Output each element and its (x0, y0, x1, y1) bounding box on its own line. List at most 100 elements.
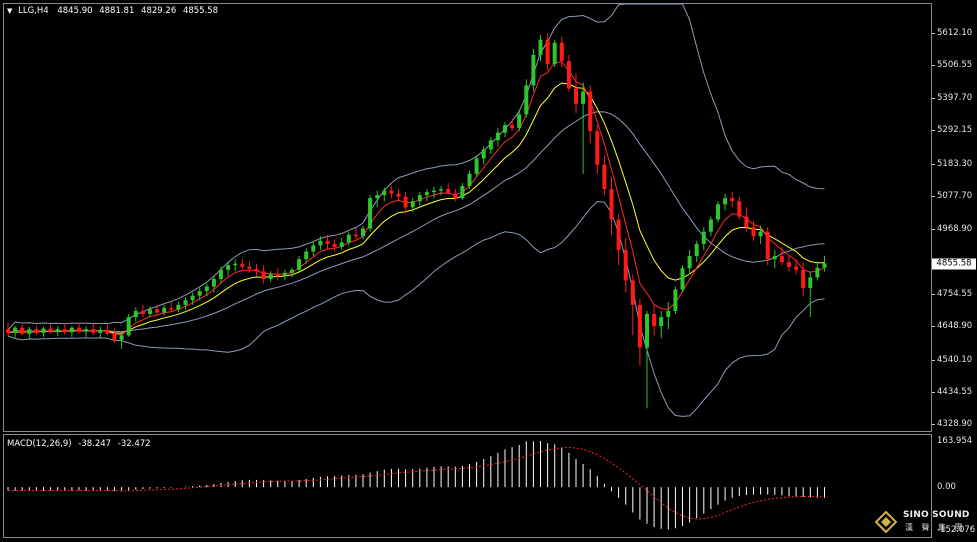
candle-body (162, 307, 167, 313)
macd-label: MACD(12,26,9) -38.247 -32.472 (7, 439, 155, 449)
candle-body (453, 193, 458, 199)
candle-body (368, 198, 373, 229)
price-tick-mark (932, 33, 935, 34)
price-axis[interactable]: 5612.10 5506.55 5397.70 5292.15 5183.30 5077.… (932, 3, 977, 432)
candle-body (659, 317, 664, 327)
sino-sound-logo: SINO SOUND 漢 聲 集 團 (875, 509, 975, 539)
candle-body (304, 251, 309, 260)
candle-body (517, 114, 522, 129)
price-tick-mark (932, 228, 935, 230)
candle-body (389, 190, 394, 194)
symbol-timeframe: LLG,H4 (18, 6, 49, 16)
candle-body (460, 185, 465, 199)
candle-body (84, 329, 89, 332)
price-tick-label: 5506.55 (937, 60, 973, 71)
candle-body (77, 327, 81, 332)
candle-body (261, 271, 266, 279)
candle-body (708, 219, 713, 232)
candle-body (282, 272, 287, 276)
candle-body (538, 39, 543, 55)
ohlc-low: 4829.26 (141, 6, 177, 16)
price-tick-mark (932, 98, 935, 100)
candle-body (495, 132, 500, 141)
price-tick-label: 5397.70 (937, 93, 973, 104)
candle-body (730, 198, 735, 202)
fast-moving-average-line (7, 61, 825, 336)
candle-body (204, 286, 209, 292)
candle-body (652, 313, 657, 327)
candle-body (794, 266, 799, 270)
candle-body (524, 85, 529, 115)
candle-body (588, 91, 593, 132)
candle-body (148, 309, 152, 314)
candle-body (290, 269, 294, 273)
bollinger-lower-line (7, 200, 825, 417)
price-tick-label: 4648.90 (937, 321, 973, 332)
candle-body (616, 219, 621, 250)
candle-body (41, 328, 46, 333)
price-chart-pane[interactable] (3, 3, 932, 432)
candle-body (346, 234, 351, 243)
candle-body (581, 91, 586, 104)
price-tick-label: 5183.30 (937, 158, 973, 169)
candle-body (602, 164, 607, 190)
candle-body (701, 231, 706, 244)
candle-body (488, 140, 493, 150)
candle-body (531, 54, 536, 86)
candle-body (744, 216, 749, 228)
ohlc-close: 4855.58 (182, 6, 219, 16)
candle-body (126, 317, 131, 336)
candle-body (91, 329, 96, 333)
macd-name: MACD(12,26,9) (7, 439, 72, 449)
candle-body (183, 300, 188, 305)
price-tick-mark (932, 294, 935, 296)
candle-body (432, 190, 436, 193)
candle-body (481, 149, 486, 159)
candle-body (105, 329, 110, 334)
candle-body (623, 249, 628, 281)
candle-body (822, 263, 827, 268)
candle-body (574, 88, 578, 104)
candle-body (510, 125, 515, 129)
macd-tick-label: -152.076 (937, 525, 976, 535)
candle-body (155, 309, 160, 313)
candle-body (332, 243, 337, 247)
candle-body (311, 245, 316, 252)
candle-body (34, 329, 39, 333)
candle-body (787, 262, 791, 267)
candle-body (176, 304, 181, 310)
price-tick-mark (932, 424, 935, 425)
price-tick-mark (932, 130, 935, 132)
candle-body (240, 263, 245, 267)
candle-body (552, 42, 557, 65)
price-tick-label: 5077.70 (937, 190, 973, 201)
current-price-badge: 4855.58 (932, 258, 976, 270)
macd-tick-label: 163.954 (937, 436, 973, 446)
candle-body (751, 227, 756, 237)
price-tick-label: 5292.15 (937, 125, 973, 136)
candle-body (467, 173, 472, 186)
candle-body (779, 256, 784, 263)
macd-axis[interactable]: 163.954 0.00 -152.076 (932, 434, 977, 538)
candle-body (716, 204, 720, 220)
price-tick-label: 4754.55 (937, 289, 973, 300)
dropdown-triangle-icon[interactable]: ▼ (7, 7, 13, 15)
candle-body (211, 278, 216, 287)
candle-body (694, 243, 699, 257)
candle-body (254, 268, 259, 272)
candle-body (630, 280, 635, 305)
candle-body (268, 274, 273, 279)
candle-body (446, 189, 451, 194)
macd-signal-line (8, 446, 825, 520)
candle-body (297, 259, 302, 270)
macd-indicator-pane[interactable] (3, 434, 932, 538)
price-tick-mark (932, 65, 935, 67)
candle-body (361, 228, 365, 237)
candle-body (98, 329, 103, 333)
slow-moving-average-line (7, 82, 825, 334)
candle-body (119, 335, 124, 340)
macd-tick-label: 0.00 (937, 482, 956, 493)
candle-body (673, 289, 678, 311)
